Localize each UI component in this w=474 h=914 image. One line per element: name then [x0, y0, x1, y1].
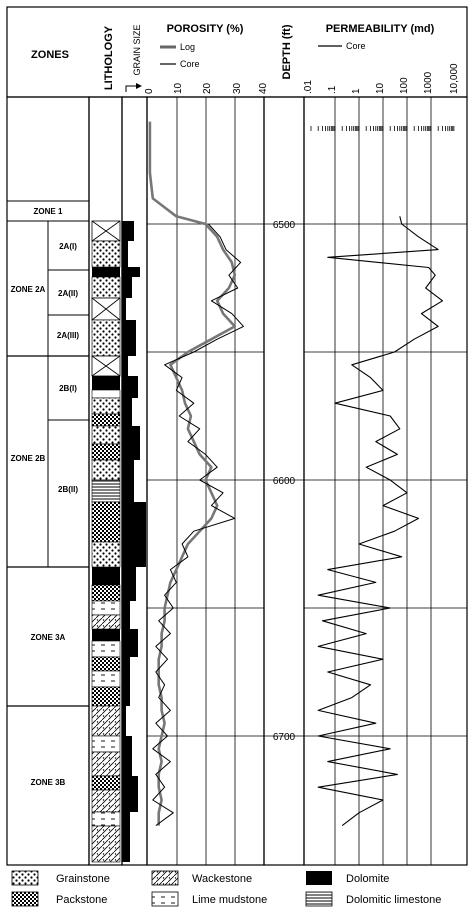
porosity-header: POROSITY (%) — [167, 23, 244, 35]
porosity-track — [146, 96, 265, 866]
porosity-tick-40: 40 — [258, 82, 269, 94]
zone-2a-i-label: 2A(I) — [59, 242, 77, 251]
grain-size-header: GRAIN SIZE — [132, 24, 142, 75]
grain-size-arrow-icon — [125, 85, 140, 92]
permeability-header: PERMEABILITY (md) — [326, 23, 435, 35]
permeability-core-curve — [317, 216, 444, 827]
legend-dolomite-swatch — [306, 871, 332, 885]
perm-minor-ticks — [310, 126, 455, 131]
legend-wackestone-swatch — [151, 870, 179, 886]
depth-track: 6500 6600 6700 — [263, 96, 305, 866]
zone-1-label: ZONE 1 — [34, 207, 63, 216]
grain-size-column — [121, 96, 148, 866]
porosity-tick-20: 20 — [202, 82, 213, 94]
perm-tick-0: .01 — [303, 80, 314, 94]
depth-6700: 6700 — [273, 732, 296, 743]
legend-dolomitic-limestone-swatch — [305, 891, 333, 907]
legend-grainstone-swatch — [11, 870, 39, 886]
zone-2a-ii-label: 2A(II) — [58, 289, 78, 298]
permeability-ticks: .01 .1 1 10 100 1000 10,000 — [303, 63, 460, 94]
header-row: ZONES LITHOLOGY GRAIN SIZE POROSITY (%) … — [6, 6, 468, 98]
legend-lime-mudstone-label: Lime mudstone — [192, 894, 267, 906]
porosity-ticks: 0 10 20 30 40 — [144, 82, 269, 94]
permeability-track — [303, 96, 468, 866]
depth-6600: 6600 — [273, 476, 296, 487]
depth-6500: 6500 — [273, 220, 296, 231]
lithology-legend: Grainstone Packstone Wackestone Lime mud… — [11, 870, 441, 907]
perm-tick-3: 10 — [375, 82, 386, 94]
legend-wackestone-label: Wackestone — [192, 873, 252, 885]
legend-dolomitic-limestone-label: Dolomitic limestone — [346, 894, 441, 906]
porosity-legend-log: Log — [180, 42, 195, 52]
porosity-legend-core: Core — [180, 59, 200, 69]
porosity-tick-0: 0 — [144, 88, 155, 94]
zone-2a-label: ZONE 2A — [11, 285, 46, 294]
zones-header: ZONES — [31, 49, 69, 61]
zone-2b-ii-label: 2B(II) — [58, 485, 78, 494]
zone-2b-label: ZONE 2B — [11, 454, 46, 463]
legend-packstone-label: Packstone — [56, 894, 107, 906]
zone-2a-iii-label: 2A(III) — [57, 331, 80, 340]
perm-tick-2: 1 — [351, 88, 362, 94]
porosity-core-curve — [152, 223, 244, 827]
porosity-log-curve — [148, 121, 237, 826]
lithology-header: LITHOLOGY — [103, 25, 115, 90]
zones-column: ZONE 1 ZONE 2A 2A(I) 2A(II) 2A(III) ZONE… — [6, 96, 90, 866]
zone-2b-i-label: 2B(I) — [59, 384, 77, 393]
porosity-tick-10: 10 — [173, 82, 184, 94]
perm-tick-1: .1 — [327, 85, 338, 94]
perm-tick-5: 1000 — [423, 71, 434, 94]
zone-3b-label: ZONE 3B — [31, 778, 66, 787]
grain-size-arrowhead-icon — [136, 83, 142, 89]
legend-lime-mudstone-swatch — [151, 891, 179, 907]
perm-legend-core: Core — [346, 41, 366, 51]
lithology-column — [88, 96, 123, 866]
perm-tick-6: 10,000 — [449, 63, 460, 94]
perm-tick-4: 100 — [399, 77, 410, 94]
legend-packstone-swatch — [11, 891, 39, 907]
zone-3a-label: ZONE 3A — [31, 633, 66, 642]
legend-dolomite-label: Dolomite — [346, 873, 389, 885]
depth-header: DEPTH (ft) — [281, 24, 293, 79]
legend-grainstone-label: Grainstone — [56, 873, 110, 885]
porosity-tick-30: 30 — [232, 82, 243, 94]
